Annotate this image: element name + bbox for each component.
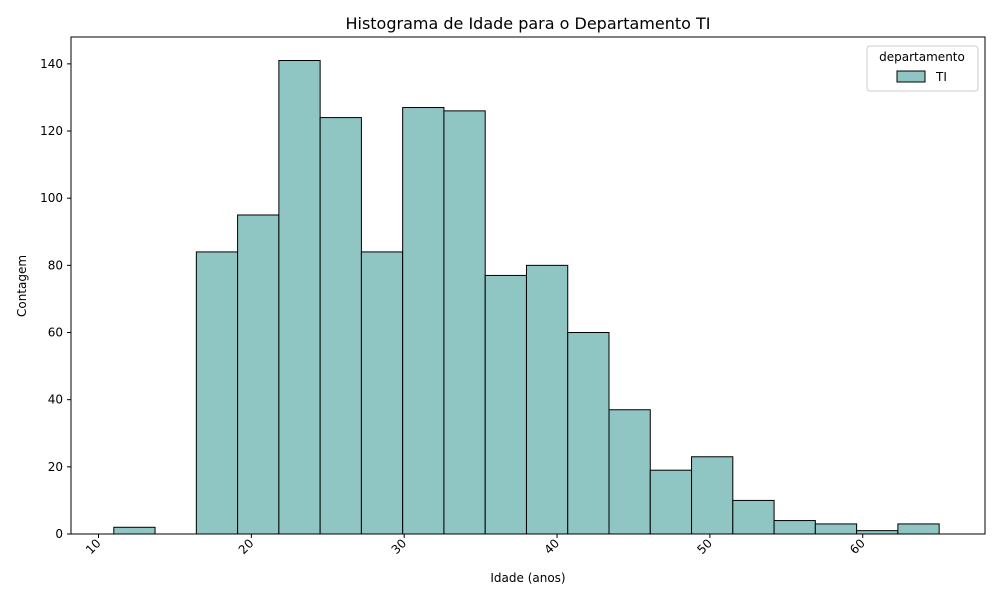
histogram-bar — [608, 409, 651, 535]
x-axis: 10 20 30 40 50 60 — [83, 534, 868, 557]
x-tick-label: 10 — [83, 536, 104, 557]
histogram-bar — [443, 110, 486, 535]
histogram-bar — [484, 274, 527, 535]
x-tick-label: 30 — [389, 536, 410, 557]
histogram-bar — [319, 117, 362, 535]
x-tick-label: 60 — [847, 536, 868, 557]
legend-swatch — [896, 70, 926, 83]
histogram-bar — [525, 264, 569, 535]
x-tick-label: 50 — [694, 536, 715, 557]
bars-group — [113, 60, 940, 535]
histogram-bar — [649, 469, 693, 535]
histogram-bar — [237, 214, 280, 535]
histogram-bar — [814, 523, 858, 535]
y-tick-label: 80 — [48, 258, 63, 272]
legend: departamento TI — [866, 45, 979, 92]
x-tick-label: 20 — [236, 536, 257, 557]
histogram-bar — [732, 499, 775, 535]
legend-box — [866, 45, 979, 92]
legend-entry-label: TI — [935, 70, 947, 84]
histogram-bar — [691, 456, 734, 535]
histogram-bar — [567, 332, 610, 535]
y-tick-label: 0 — [55, 527, 63, 541]
y-tick-label: 140 — [40, 57, 63, 71]
legend-title: departamento — [879, 50, 965, 64]
y-tick-label: 100 — [40, 191, 63, 205]
histogram-bar — [856, 530, 899, 535]
y-tick-label: 40 — [48, 393, 63, 407]
histogram-bar — [897, 523, 940, 535]
histogram-bar — [113, 526, 156, 535]
histogram-bar — [402, 107, 445, 535]
histogram-bar — [773, 520, 816, 535]
plot-frame — [70, 36, 986, 535]
x-tick-label: 40 — [541, 536, 562, 557]
x-axis-label: Idade (anos) — [490, 571, 565, 585]
y-axis-label: Contagem — [15, 255, 29, 317]
chart-title: Histograma de Idade para o Departamento … — [345, 14, 710, 33]
y-axis: 0 20 40 60 80 100 120 140 — [40, 57, 71, 541]
y-tick-label: 20 — [48, 460, 63, 474]
y-tick-label: 60 — [48, 326, 63, 340]
y-tick-label: 120 — [40, 124, 63, 138]
histogram-bar — [278, 60, 321, 535]
histogram-bar — [360, 251, 404, 535]
histogram-bar — [195, 251, 239, 535]
